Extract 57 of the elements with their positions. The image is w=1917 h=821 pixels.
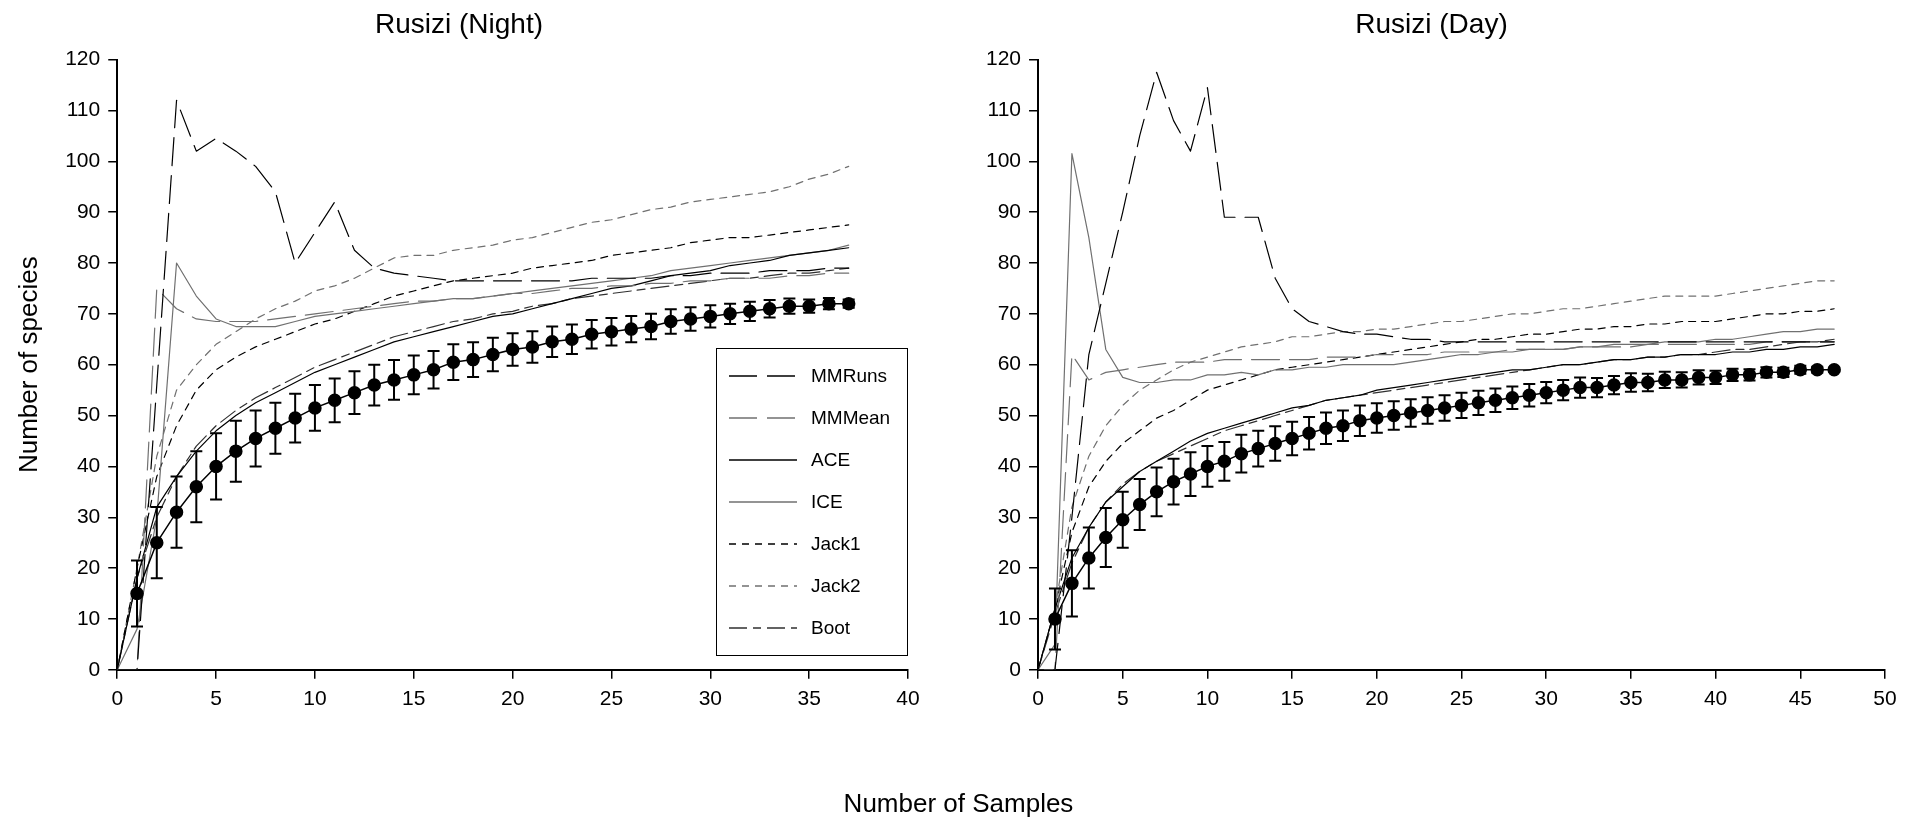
x-tick-label: 0 xyxy=(1032,686,1044,710)
y-tick-label: 60 xyxy=(76,351,101,375)
y-tick-label: 110 xyxy=(66,97,101,121)
y-tick-label: 100 xyxy=(985,148,1022,172)
x-tick-label: 20 xyxy=(500,686,525,710)
chart-title: Rusizi (Night) xyxy=(374,7,544,39)
y-tick-label: 70 xyxy=(997,300,1022,324)
y-tick-label: 20 xyxy=(997,554,1022,578)
x-tick-label: 30 xyxy=(698,686,722,710)
x-tick-label: 25 xyxy=(599,686,624,710)
x-tick-label: 50 xyxy=(1873,686,1897,710)
y-tick-label: 10 xyxy=(76,605,101,629)
legend-label: Boot xyxy=(811,616,851,639)
y-tick-label: 50 xyxy=(997,402,1022,426)
x-tick-label: 35 xyxy=(797,686,821,710)
legend-label: MMRuns xyxy=(811,364,888,387)
y-tick-label: 90 xyxy=(76,198,101,222)
y-tick-label: 30 xyxy=(76,504,101,528)
x-axis-title: Number of Samples xyxy=(842,788,1075,819)
legend-label: Jack1 xyxy=(811,532,861,555)
y-axis-title: Number of species xyxy=(12,256,43,474)
chart-title: Rusizi (Day) xyxy=(1355,7,1508,39)
y-tick-label: 30 xyxy=(997,504,1022,528)
y-tick-label: 60 xyxy=(997,351,1022,375)
x-tick-label: 30 xyxy=(1534,686,1558,710)
y-tick-label: 90 xyxy=(997,198,1022,222)
y-tick-label: 120 xyxy=(65,46,101,70)
y-tick-label: 80 xyxy=(997,249,1022,273)
x-tick-label: 0 xyxy=(111,686,124,710)
x-tick-label: 35 xyxy=(1619,686,1643,710)
x-tick-label: 25 xyxy=(1449,686,1474,710)
y-tick-label: 0 xyxy=(88,656,101,680)
x-tick-label: 15 xyxy=(1280,686,1304,710)
y-tick-label: 40 xyxy=(997,453,1022,477)
y-tick-label: 120 xyxy=(985,46,1022,70)
legend-label: ACE xyxy=(811,448,851,471)
y-tick-label: 80 xyxy=(76,249,101,273)
y-tick-label: 10 xyxy=(997,605,1022,629)
y-tick-label: 100 xyxy=(65,148,101,172)
x-tick-label: 5 xyxy=(210,686,222,710)
legend-label: ICE xyxy=(811,490,843,513)
y-tick-label: 70 xyxy=(76,300,101,324)
legend-label: MMMean xyxy=(811,406,891,429)
y-tick-label: 0 xyxy=(1009,656,1022,680)
y-tick-label: 20 xyxy=(76,554,101,578)
x-tick-label: 20 xyxy=(1365,686,1389,710)
y-tick-label: 110 xyxy=(987,97,1022,121)
x-tick-label: 15 xyxy=(402,686,426,710)
x-tick-label: 10 xyxy=(1195,686,1220,710)
y-tick-label: 50 xyxy=(76,402,101,426)
x-tick-label: 40 xyxy=(1703,686,1728,710)
x-tick-label: 40 xyxy=(896,686,920,710)
x-tick-label: 45 xyxy=(1788,686,1812,710)
legend-label: Jack2 xyxy=(811,574,861,597)
y-tick-label: 40 xyxy=(76,453,101,477)
x-tick-label: 5 xyxy=(1116,686,1129,710)
x-tick-label: 10 xyxy=(303,686,327,710)
